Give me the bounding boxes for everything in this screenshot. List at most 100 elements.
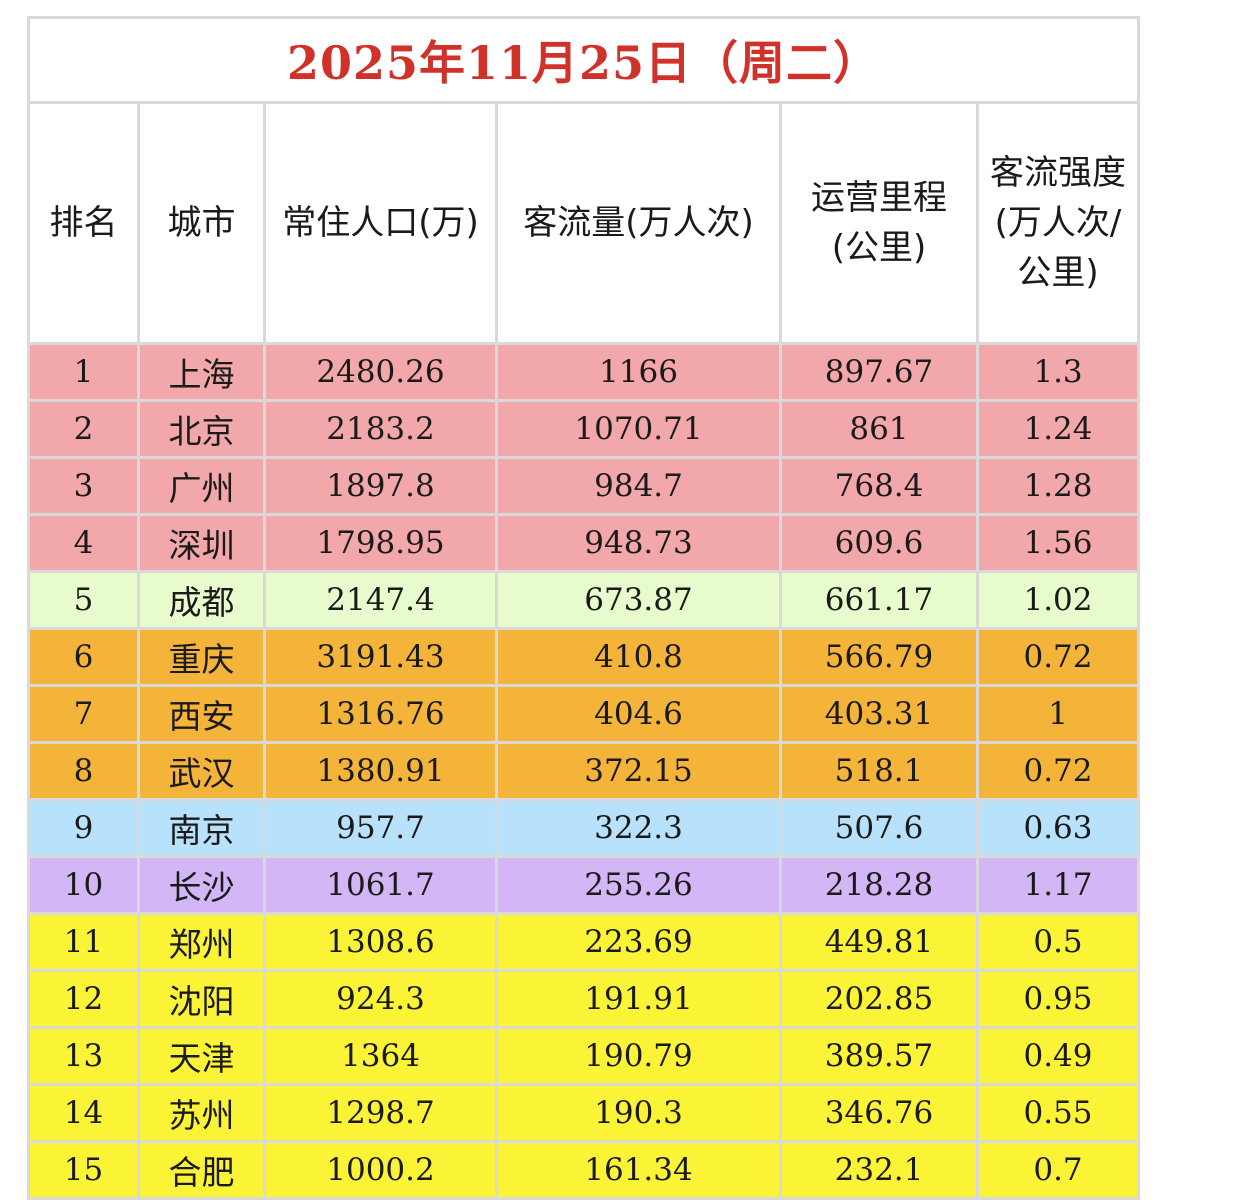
- city-cell: 广州: [137, 456, 266, 516]
- population-cell: 957.7: [263, 798, 498, 858]
- table-row: 8 武汉 1380.91 372.15 518.1 0.72: [27, 741, 1140, 801]
- table-row: 6 重庆 3191.43 410.8 566.79 0.72: [27, 627, 1140, 687]
- city-cell: 深圳: [137, 513, 266, 573]
- intensity-cell: 1.3: [976, 342, 1140, 402]
- ridership-cell: 190.79: [495, 1026, 782, 1086]
- population-cell: 924.3: [263, 969, 498, 1029]
- intensity-cell: 1.56: [976, 513, 1140, 573]
- city-cell: 武汉: [137, 741, 266, 801]
- rank-cell: 14: [27, 1083, 140, 1143]
- ridership-cell: 984.7: [495, 456, 782, 516]
- population-cell: 1316.76: [263, 684, 498, 744]
- ridership-cell: 223.69: [495, 912, 782, 972]
- mileage-cell: 566.79: [779, 627, 979, 687]
- table-row: 14 苏州 1298.7 190.3 346.76 0.55: [27, 1083, 1140, 1143]
- city-cell: 沈阳: [137, 969, 266, 1029]
- table-row: 12 沈阳 924.3 191.91 202.85 0.95: [27, 969, 1140, 1029]
- table-body: 1 上海 2480.26 1166 897.67 1.3 2 北京 2183.2 1070.71 8…: [27, 342, 1140, 1200]
- table-row: 2 北京 2183.2 1070.71 861 1.24: [27, 399, 1140, 459]
- header-ridership: 客流量(万人次): [495, 101, 782, 345]
- city-cell: 南京: [137, 798, 266, 858]
- table-row: 9 南京 957.7 322.3 507.6 0.63: [27, 798, 1140, 858]
- mileage-cell: 389.57: [779, 1026, 979, 1086]
- city-cell: 合肥: [137, 1140, 266, 1200]
- city-cell: 天津: [137, 1026, 266, 1086]
- rank-cell: 12: [27, 969, 140, 1029]
- table-row: 7 西安 1316.76 404.6 403.31 1: [27, 684, 1140, 744]
- mileage-cell: 346.76: [779, 1083, 979, 1143]
- intensity-cell: 1.02: [976, 570, 1140, 630]
- mileage-cell: 518.1: [779, 741, 979, 801]
- mileage-cell: 202.85: [779, 969, 979, 1029]
- rank-cell: 2: [27, 399, 140, 459]
- population-cell: 1380.91: [263, 741, 498, 801]
- mileage-cell: 403.31: [779, 684, 979, 744]
- intensity-cell: 0.95: [976, 969, 1140, 1029]
- rank-cell: 15: [27, 1140, 140, 1200]
- intensity-cell: 0.49: [976, 1026, 1140, 1086]
- metro-ranking-table: 2025年11月25日（周二） 排名 城市 常住人口(万) 客流量(万人次) 运…: [27, 16, 1140, 1200]
- rank-cell: 11: [27, 912, 140, 972]
- city-cell: 苏州: [137, 1083, 266, 1143]
- ridership-cell: 1166: [495, 342, 782, 402]
- intensity-cell: 1: [976, 684, 1140, 744]
- table-row: 11 郑州 1308.6 223.69 449.81 0.5: [27, 912, 1140, 972]
- city-cell: 郑州: [137, 912, 266, 972]
- header-city: 城市: [137, 101, 266, 345]
- table-row: 1 上海 2480.26 1166 897.67 1.3: [27, 342, 1140, 402]
- intensity-cell: 0.55: [976, 1083, 1140, 1143]
- mileage-cell: 661.17: [779, 570, 979, 630]
- mileage-cell: 232.1: [779, 1140, 979, 1200]
- population-cell: 3191.43: [263, 627, 498, 687]
- ridership-cell: 673.87: [495, 570, 782, 630]
- population-cell: 1061.7: [263, 855, 498, 915]
- ridership-cell: 404.6: [495, 684, 782, 744]
- population-cell: 1000.2: [263, 1140, 498, 1200]
- header-rank: 排名: [27, 101, 140, 345]
- city-cell: 长沙: [137, 855, 266, 915]
- rank-cell: 5: [27, 570, 140, 630]
- population-cell: 2480.26: [263, 342, 498, 402]
- mileage-cell: 507.6: [779, 798, 979, 858]
- city-cell: 上海: [137, 342, 266, 402]
- population-cell: 1364: [263, 1026, 498, 1086]
- header-row: 排名 城市 常住人口(万) 客流量(万人次) 运营里程 (公里) 客流强度 (万…: [27, 101, 1140, 345]
- table-row: 5 成都 2147.4 673.87 661.17 1.02: [27, 570, 1140, 630]
- rank-cell: 7: [27, 684, 140, 744]
- population-cell: 2183.2: [263, 399, 498, 459]
- header-intensity: 客流强度 (万人次/ 公里): [976, 101, 1140, 345]
- ridership-cell: 190.3: [495, 1083, 782, 1143]
- mileage-cell: 897.67: [779, 342, 979, 402]
- rank-cell: 6: [27, 627, 140, 687]
- intensity-cell: 0.72: [976, 627, 1140, 687]
- intensity-cell: 1.28: [976, 456, 1140, 516]
- header-population: 常住人口(万): [263, 101, 498, 345]
- ridership-cell: 255.26: [495, 855, 782, 915]
- table-title: 2025年11月25日（周二）: [27, 16, 1140, 104]
- table-row: 10 长沙 1061.7 255.26 218.28 1.17: [27, 855, 1140, 915]
- city-cell: 成都: [137, 570, 266, 630]
- rank-cell: 1: [27, 342, 140, 402]
- mileage-cell: 768.4: [779, 456, 979, 516]
- population-cell: 1308.6: [263, 912, 498, 972]
- header-mileage: 运营里程 (公里): [779, 101, 979, 345]
- rank-cell: 3: [27, 456, 140, 516]
- ridership-cell: 948.73: [495, 513, 782, 573]
- intensity-cell: 1.24: [976, 399, 1140, 459]
- rank-cell: 8: [27, 741, 140, 801]
- intensity-cell: 1.17: [976, 855, 1140, 915]
- population-cell: 2147.4: [263, 570, 498, 630]
- ridership-cell: 372.15: [495, 741, 782, 801]
- population-cell: 1798.95: [263, 513, 498, 573]
- ridership-cell: 191.91: [495, 969, 782, 1029]
- rank-cell: 10: [27, 855, 140, 915]
- mileage-cell: 449.81: [779, 912, 979, 972]
- city-cell: 北京: [137, 399, 266, 459]
- population-cell: 1897.8: [263, 456, 498, 516]
- mileage-cell: 609.6: [779, 513, 979, 573]
- intensity-cell: 0.63: [976, 798, 1140, 858]
- ridership-cell: 410.8: [495, 627, 782, 687]
- ridership-cell: 322.3: [495, 798, 782, 858]
- table-row: 3 广州 1897.8 984.7 768.4 1.28: [27, 456, 1140, 516]
- population-cell: 1298.7: [263, 1083, 498, 1143]
